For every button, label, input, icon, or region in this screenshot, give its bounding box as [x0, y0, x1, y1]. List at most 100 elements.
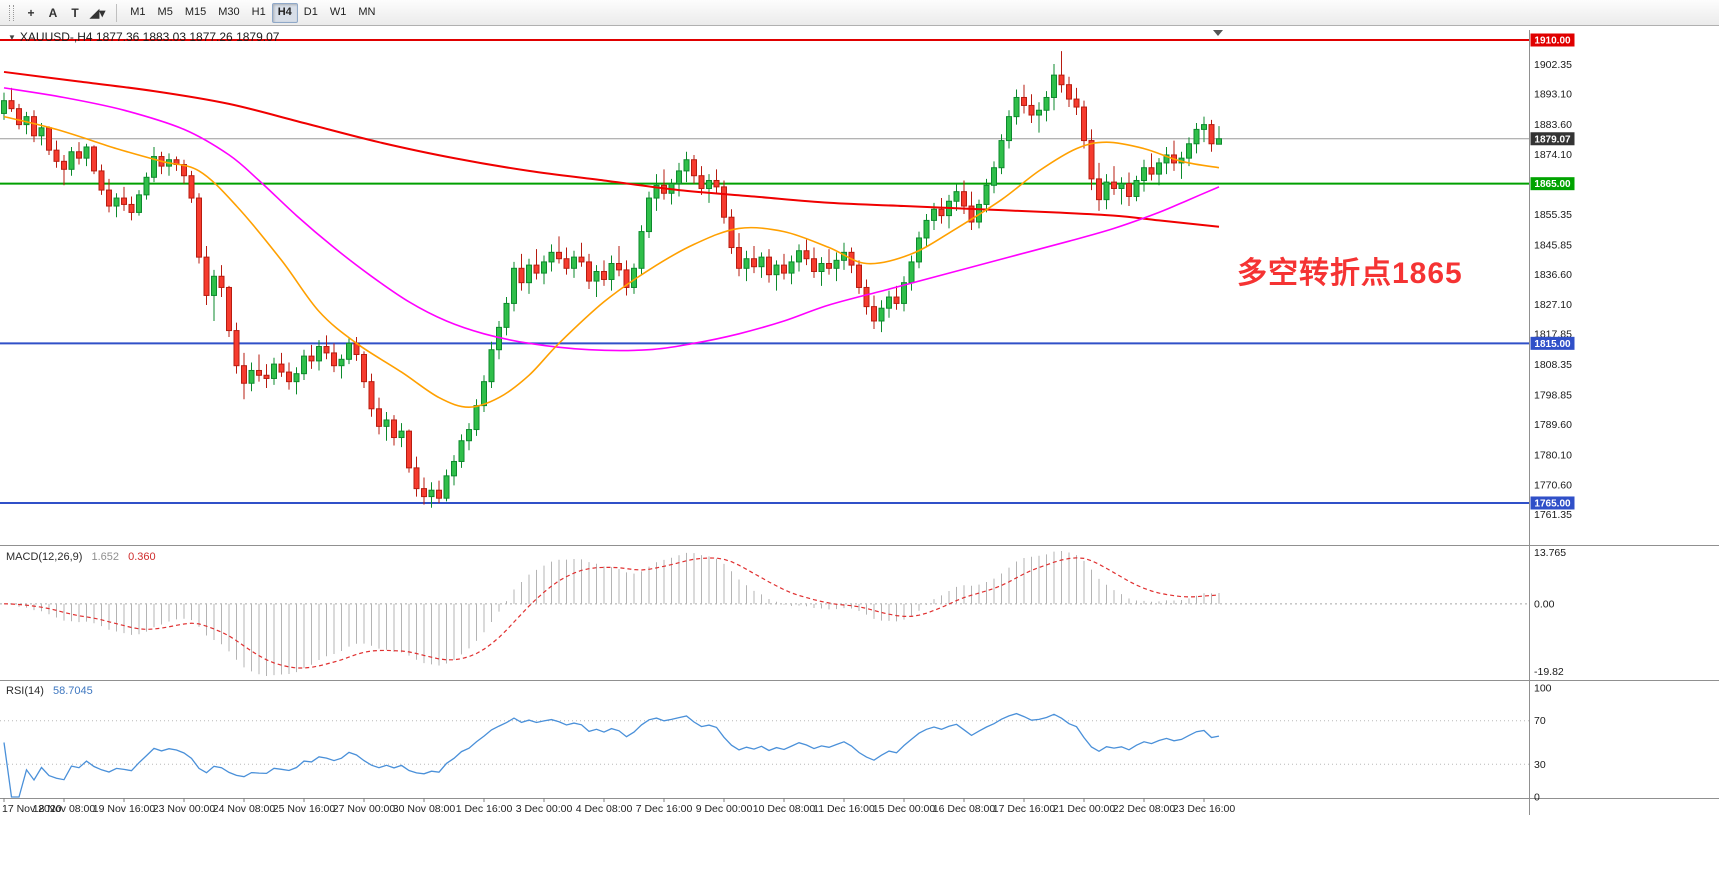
candle-body: [421, 488, 427, 498]
toolbar-grip[interactable]: [9, 4, 14, 21]
price-axis-label: 1855.35: [1534, 209, 1572, 221]
candle-body: [376, 408, 382, 427]
ma-slow-red-line: [3, 70, 1220, 228]
time-axis-label: 30 Nov 08:00: [393, 803, 456, 815]
candle-body: [1043, 96, 1050, 111]
timeframe-button-d1[interactable]: D1: [303, 5, 318, 18]
price-axis-label: 1836.60: [1534, 269, 1572, 281]
timeframe-button-m1[interactable]: M1: [130, 5, 146, 18]
timeframe-button-h4[interactable]: H4: [271, 2, 298, 23]
candle-body: [203, 256, 210, 296]
candle-body: [256, 369, 262, 376]
macd-main-value: 1.652: [91, 551, 120, 563]
timeframe-button-m15[interactable]: M15: [184, 5, 207, 18]
candle-body: [1111, 181, 1117, 189]
candle-body: [623, 269, 630, 288]
candle-body: [466, 429, 472, 442]
macd-panel[interactable]: [0, 545, 1530, 682]
timeframe-button-m30[interactable]: M30: [218, 5, 240, 18]
macd-histogram: [11, 551, 1220, 676]
candle-body: [293, 373, 300, 383]
price-axis-label: 1798.85: [1534, 389, 1572, 401]
candle-body: [323, 346, 330, 354]
price-badge-text: 1765.00: [1534, 498, 1571, 509]
text-tool-icon[interactable]: T: [71, 5, 79, 20]
chart-title[interactable]: ▼ XAUUSD-,H4 1877.36 1883.03 1877.26 187…: [8, 30, 279, 44]
candle-body: [188, 175, 195, 199]
candle-body: [1096, 178, 1102, 201]
time-axis-label: 18 Nov 08:00: [33, 803, 96, 815]
toolbar-separator: [116, 3, 118, 22]
candle-body: [413, 467, 420, 490]
rsi-panel[interactable]: [0, 680, 1530, 798]
candle-body: [31, 116, 37, 137]
time-axis-label: 4 Dec 08:00: [576, 803, 633, 815]
candles-layer: [1, 51, 1222, 508]
chart-canvas[interactable]: 1902.35 1893.10 1883.60 1874.10 1855.35 1845.…: [0, 26, 1719, 894]
price-badge-text: 1865.00: [1534, 179, 1571, 190]
chart-shift-marker-icon[interactable]: [1213, 30, 1223, 36]
price-axis-label: 1902.35: [1534, 59, 1572, 71]
candle-body: [608, 263, 615, 280]
candle-body: [331, 352, 337, 367]
timeframe-button-w1[interactable]: W1: [329, 5, 347, 18]
candle-body: [1156, 162, 1162, 175]
candle-body: [458, 440, 465, 462]
price-axis-label: 1893.10: [1534, 88, 1572, 100]
price-axis-label: 1780.10: [1534, 449, 1572, 461]
timeframe-button-mn[interactable]: MN: [358, 5, 376, 18]
candle-body: [1036, 109, 1042, 116]
time-scale[interactable]: [0, 798, 1719, 894]
candle-body: [743, 258, 750, 269]
macd-name: MACD(12,26,9): [6, 551, 83, 563]
chart-plot-area[interactable]: [0, 26, 1530, 545]
candle-body: [1148, 167, 1155, 175]
rsi-axis-label: 70: [1534, 715, 1546, 727]
price-axis-label: 1827.10: [1534, 299, 1572, 311]
time-axis-label: 23 Nov 00:00: [153, 803, 216, 815]
crosshair-tool-icon[interactable]: +: [27, 5, 35, 20]
shapes-tool-icon[interactable]: ◢▾: [90, 5, 106, 20]
candle-body: [473, 405, 480, 431]
ma-fast-orange-line: [3, 115, 1220, 409]
candle-body: [391, 419, 397, 439]
candle-body: [46, 127, 52, 151]
candle-body: [451, 460, 457, 477]
candle-body: [53, 149, 60, 162]
candle-body: [593, 270, 600, 282]
candle-body: [151, 156, 157, 178]
candle-body: [766, 256, 772, 276]
candle-body: [1133, 179, 1140, 197]
time-axis-label: 24 Nov 08:00: [213, 803, 276, 815]
macd-axis-zero: 0.00: [1534, 598, 1555, 610]
candle-body: [683, 159, 690, 172]
price-scale[interactable]: [1529, 26, 1719, 798]
candle-body: [1103, 181, 1110, 201]
candle-body: [653, 184, 660, 199]
symbol-dropdown-icon[interactable]: ▼: [8, 32, 16, 42]
candle-body: [38, 127, 45, 137]
candle-body: [571, 256, 577, 269]
macd-signal-value: 0.360: [128, 551, 156, 563]
rsi-indicator-label: RSI(14) 58.7045: [6, 685, 93, 697]
candle-body: [923, 219, 930, 239]
annotation-text[interactable]: 多空转折点1865: [1237, 257, 1463, 290]
candle-body: [998, 140, 1005, 169]
price-badge: [1530, 177, 1575, 191]
candle-body: [128, 203, 135, 213]
candle-body: [728, 216, 735, 249]
candle-body: [893, 296, 900, 304]
candle-body: [1073, 98, 1080, 108]
candle-body: [1186, 143, 1192, 159]
macd-axis-labels: 13.765 0.00 -19.82: [1534, 547, 1566, 678]
candle-body: [1, 100, 7, 114]
candle-body: [511, 267, 517, 304]
candle-body: [121, 197, 127, 205]
ma-mid-magenta-line: [3, 87, 1220, 352]
text-label-tool-icon[interactable]: A: [48, 5, 58, 20]
timeframe-button-h1[interactable]: H1: [251, 5, 266, 18]
timeframe-button-m5[interactable]: M5: [157, 5, 173, 18]
candle-body: [968, 205, 975, 223]
